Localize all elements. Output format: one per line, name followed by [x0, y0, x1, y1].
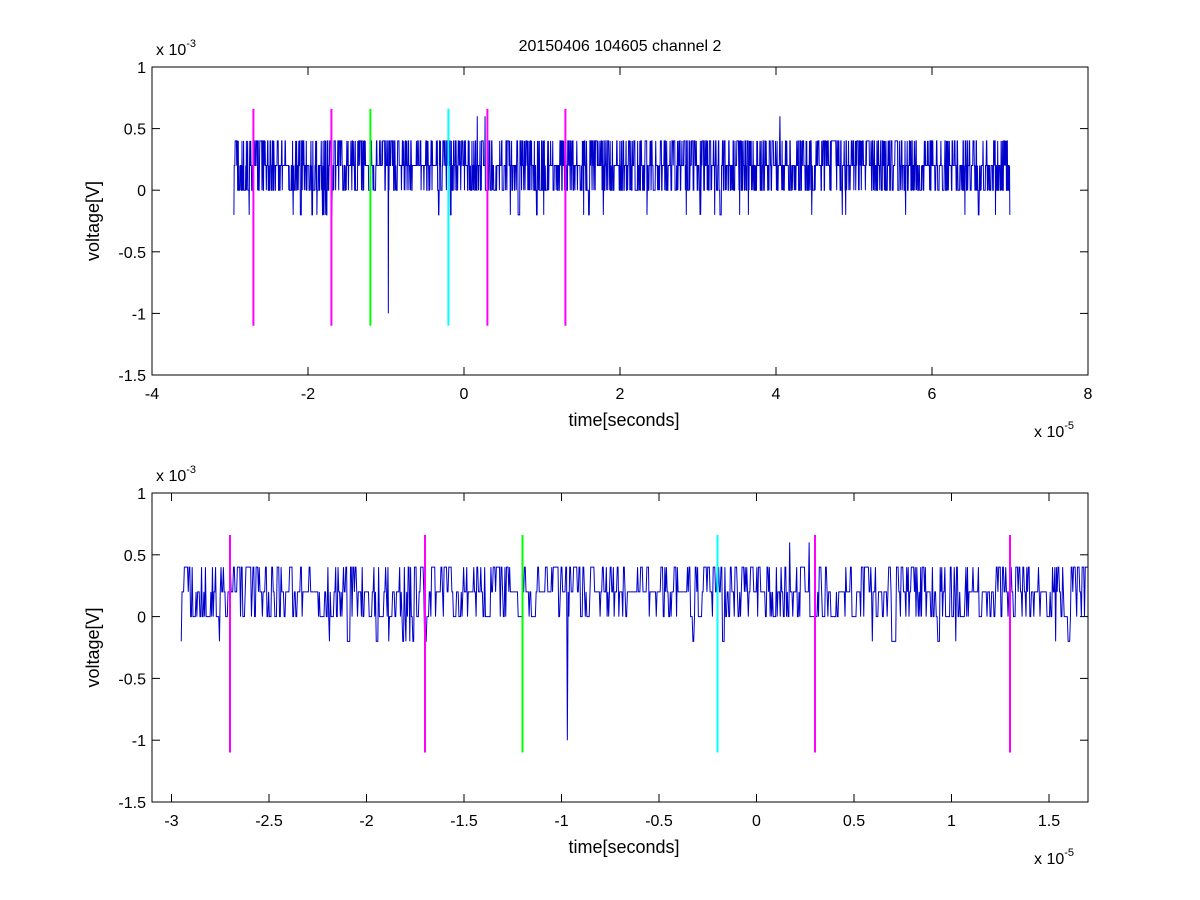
y-tick-label: -0.5 — [118, 245, 146, 262]
y-exponent-label: x 10-3 — [156, 464, 196, 485]
x-tick-label: -2 — [301, 386, 315, 403]
y-exponent-label: x 10-3 — [156, 38, 196, 59]
y-tick-label: 0.5 — [124, 548, 146, 565]
x-tick-label: 8 — [1084, 386, 1093, 403]
x-exponent-base: x 10 — [1034, 424, 1064, 441]
y-tick-label: 1 — [137, 60, 146, 77]
y-exponent-base: x 10 — [156, 468, 186, 485]
x-exponent-label: x 10-5 — [1034, 420, 1074, 441]
y-tick-label: -1.5 — [118, 795, 146, 812]
x-exponent-power: -5 — [1064, 847, 1074, 859]
y-tick-label: 1 — [137, 486, 146, 503]
bottom-axes: -3 -2.5 -2 -1.5 -1 -0.5 0 0.5 1 1.5 1 0.5 0 -0.5 -1 -1.… — [83, 464, 1089, 868]
x-tick-label: -1 — [554, 813, 568, 830]
x-tick-label: -2 — [359, 813, 373, 830]
y-tick-label: -1 — [132, 733, 146, 750]
y-exponent-power: -3 — [186, 464, 196, 476]
x-exponent-base: x 10 — [1034, 851, 1064, 868]
plot-content — [233, 108, 1011, 326]
figure-title: 20150406 104605 channel 2 — [519, 38, 722, 55]
x-tick-label: -0.5 — [645, 813, 673, 830]
y-axis-label: voltage[V] — [83, 607, 103, 687]
x-exponent-power: -5 — [1064, 420, 1074, 432]
y-tick-label: -1.5 — [118, 368, 146, 385]
y-tick-label: 0 — [137, 610, 146, 627]
x-tick-label: -3 — [164, 813, 178, 830]
x-tick-label: 4 — [772, 386, 781, 403]
y-exponent-power: -3 — [186, 38, 196, 50]
x-tick-label: 1 — [947, 813, 956, 830]
x-axis-label: time[seconds] — [568, 410, 679, 430]
y-tick-label: 0 — [137, 183, 146, 200]
y-tick-label: -0.5 — [118, 671, 146, 688]
x-tick-label: 0 — [752, 813, 761, 830]
x-tick-label: 0 — [460, 386, 469, 403]
plot-area-frame — [151, 492, 1089, 803]
y-tick-label: 0.5 — [124, 122, 146, 139]
top-axes: -4 -2 0 2 4 6 8 1 0.5 0 -0.5 -1 -1.5 time[seconds] vol… — [83, 38, 1093, 441]
x-exponent-label: x 10-5 — [1034, 847, 1074, 868]
x-tick-label: -2.5 — [255, 813, 283, 830]
y-axis-label: voltage[V] — [83, 181, 103, 261]
x-tick-label: 1.5 — [1038, 813, 1060, 830]
signal-trace-line — [233, 116, 1011, 314]
x-tick-label: 6 — [928, 386, 937, 403]
y-tick-label: -1 — [132, 306, 146, 323]
signal-trace-line — [180, 542, 1088, 741]
x-tick-label: 0.5 — [843, 813, 865, 830]
y-exponent-base: x 10 — [156, 42, 186, 59]
plot-content — [180, 535, 1088, 753]
x-tick-label: -1.5 — [450, 813, 478, 830]
x-tick-label: -4 — [145, 386, 159, 403]
x-tick-label: 2 — [616, 386, 625, 403]
x-axis-label: time[seconds] — [568, 837, 679, 857]
